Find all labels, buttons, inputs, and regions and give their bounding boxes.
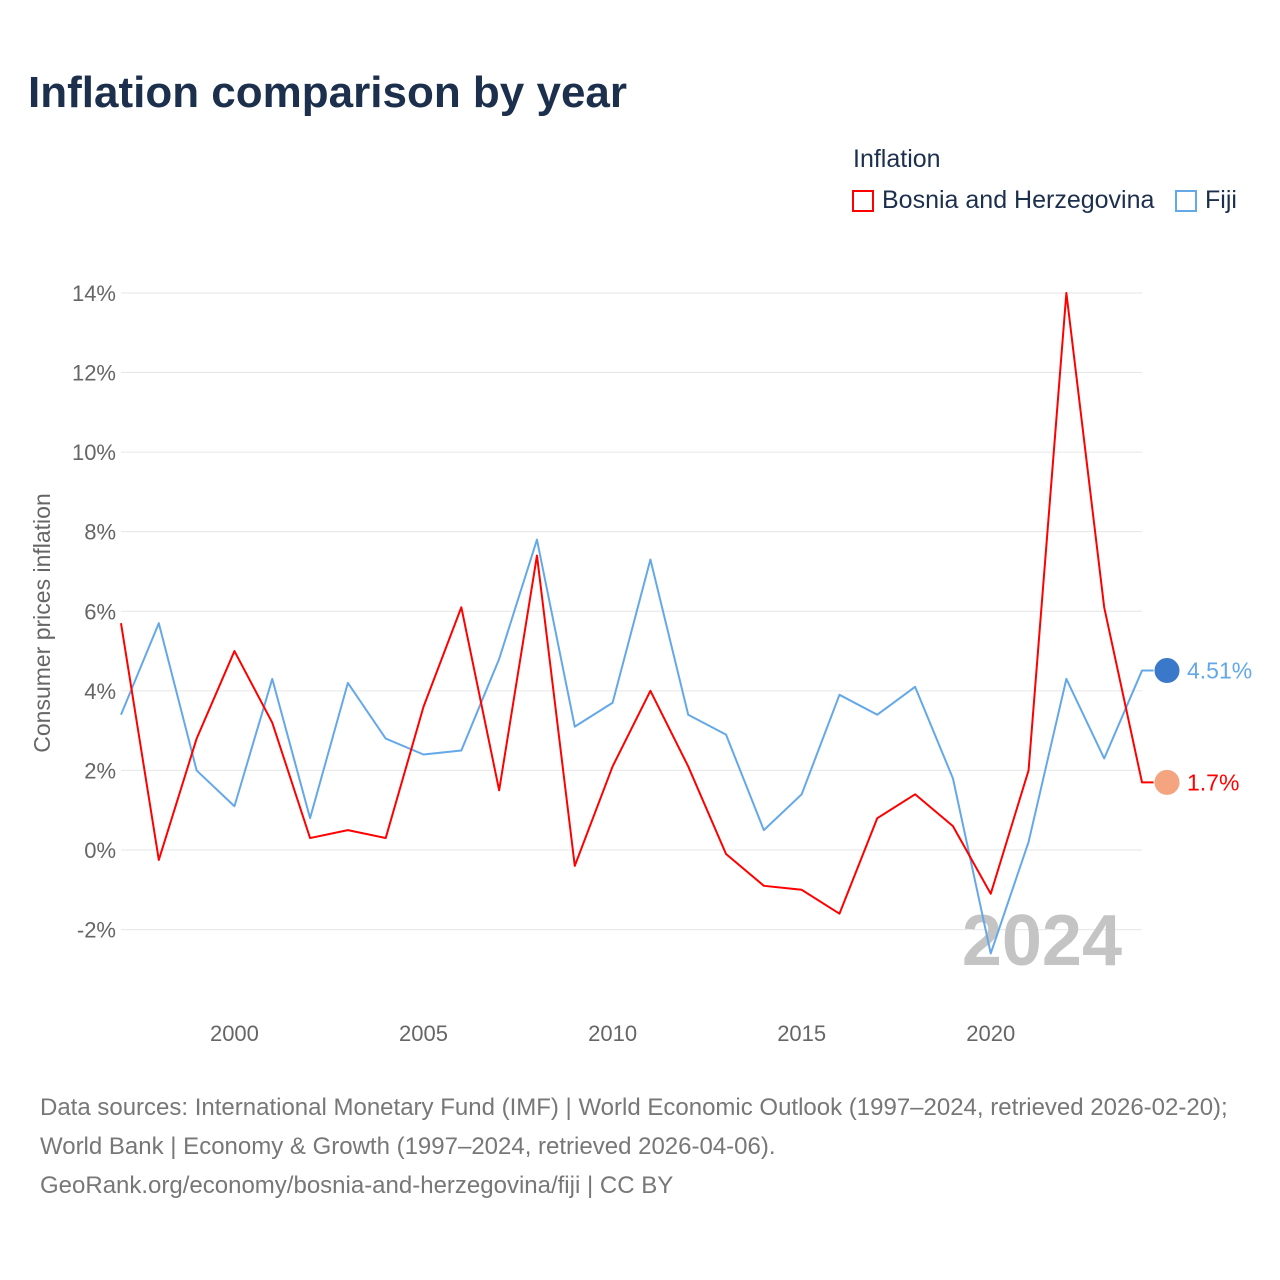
y-tick-label: 12% xyxy=(72,361,116,386)
y-tick-label: 2% xyxy=(84,758,116,783)
chart-title: Inflation comparison by year xyxy=(28,68,628,117)
y-tick-label: 14% xyxy=(72,281,116,306)
y-tick-label: 10% xyxy=(72,440,116,465)
series-line-fiji xyxy=(120,538,1160,955)
legend-item-bosnia[interactable]: Bosnia and Herzegovina xyxy=(852,186,1154,215)
line-chart: -2% 0% 2% 4% 6% 8% 10% 12% 14% 2000 2005 2010 2015 20… xyxy=(29,281,1252,1046)
y-tick-label: 4% xyxy=(84,679,116,704)
y-tick-label: 6% xyxy=(84,599,116,624)
y-axis-label: Consumer prices inflation xyxy=(29,493,55,753)
y-tick-label: 0% xyxy=(84,838,116,863)
bosnia-flag-icon xyxy=(1153,768,1181,796)
x-tick-label: 2005 xyxy=(399,1021,448,1046)
y-tick-label: 8% xyxy=(84,520,116,545)
x-tick-label: 2000 xyxy=(210,1021,259,1046)
end-value-label: 4.51% xyxy=(1187,658,1252,684)
legend-item-fiji[interactable]: Fiji xyxy=(1175,186,1237,215)
data-sources: Data sources: International Monetary Fun… xyxy=(40,1088,1250,1205)
series-line-bosnia xyxy=(120,291,1160,915)
end-value-label: 1.7% xyxy=(1187,769,1239,795)
x-tick-label: 2020 xyxy=(966,1021,1015,1046)
legend-title: Inflation xyxy=(853,145,941,173)
sources-line: Data sources: International Monetary Fun… xyxy=(40,1094,1228,1160)
legend-label: Fiji xyxy=(1205,186,1237,214)
x-tick-label: 2010 xyxy=(588,1021,637,1046)
fiji-flag-icon xyxy=(1153,657,1181,685)
y-tick-label: -2% xyxy=(77,918,116,943)
legend-label: Bosnia and Herzegovina xyxy=(882,186,1155,214)
legend-swatch xyxy=(852,189,874,212)
year-watermark: 2024 xyxy=(962,901,1122,981)
legend-swatch xyxy=(1175,189,1197,212)
x-tick-label: 2015 xyxy=(777,1021,826,1046)
sources-link[interactable]: GeoRank.org/economy/bosnia-and-herzegovi… xyxy=(40,1172,674,1199)
